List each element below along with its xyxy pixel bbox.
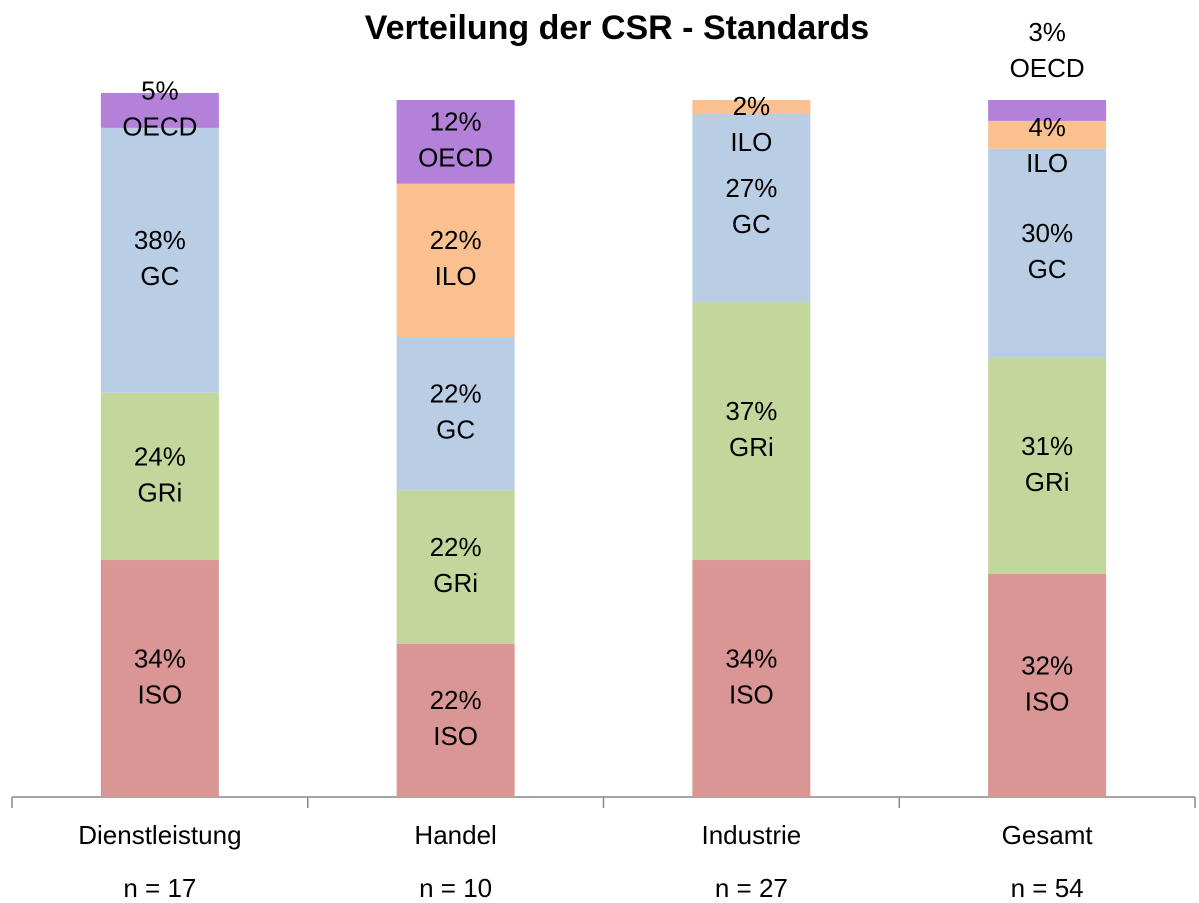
- bar-segment: [692, 100, 811, 114]
- bar-segment: [100, 392, 219, 561]
- series-label: ILO: [435, 261, 477, 291]
- bar-segment: [100, 560, 219, 797]
- sample-size: n = 10: [419, 873, 492, 903]
- series-label: ISO: [1025, 686, 1070, 716]
- value-label: 37%: [725, 396, 777, 426]
- bar-segment: [692, 302, 811, 561]
- bar-segment: [692, 560, 811, 797]
- bar-segment: [100, 127, 219, 393]
- sample-size: n = 54: [1011, 873, 1084, 903]
- value-label: 12%: [430, 107, 482, 137]
- bar-segment: [396, 490, 515, 644]
- bar-segment: [988, 573, 1107, 797]
- x-tick-label: Gesamt: [1002, 820, 1094, 850]
- bar-segment: [396, 183, 515, 337]
- sample-size: n = 27: [715, 873, 788, 903]
- series-label: GC: [436, 415, 475, 445]
- value-label: 22%: [430, 532, 482, 562]
- sample-size: n = 17: [123, 873, 196, 903]
- series-label: OECD: [122, 111, 197, 141]
- value-label: 22%: [430, 379, 482, 409]
- series-label: ISO: [137, 679, 182, 709]
- bar-segment: [988, 357, 1107, 574]
- bar-segment: [988, 100, 1107, 121]
- bar-segment: [100, 93, 219, 128]
- value-label: 27%: [725, 173, 777, 203]
- bar-segment: [692, 113, 811, 303]
- series-label: GRi: [729, 432, 774, 462]
- chart-title: Verteilung der CSR - Standards: [365, 9, 869, 47]
- series-label: ISO: [729, 679, 774, 709]
- series-label: GRi: [433, 568, 478, 598]
- bar-segment: [988, 120, 1107, 149]
- value-label: 34%: [725, 643, 777, 673]
- series-label: ILO: [1026, 148, 1068, 178]
- bar-segment: [396, 100, 515, 184]
- series-label: GC: [732, 209, 771, 239]
- series-label: OECD: [418, 143, 493, 173]
- series-label: ILO: [730, 127, 772, 157]
- value-label: 24%: [134, 441, 186, 471]
- series-label: GRi: [1025, 467, 1070, 497]
- bar-segment: [988, 148, 1107, 358]
- value-label: 22%: [430, 685, 482, 715]
- value-label: 31%: [1021, 431, 1073, 461]
- value-label: 22%: [430, 225, 482, 255]
- series-label: OECD: [1010, 53, 1085, 83]
- series-label: GRi: [137, 477, 182, 507]
- series-label: GC: [140, 261, 179, 291]
- value-label: 38%: [134, 225, 186, 255]
- series-label: GC: [1028, 254, 1067, 284]
- bar-segment: [396, 643, 515, 797]
- x-tick-label: Handel: [414, 820, 496, 850]
- x-tick-label: Industrie: [702, 820, 802, 850]
- value-label: 3%: [1028, 17, 1066, 47]
- value-label: 32%: [1021, 650, 1073, 680]
- value-label: 34%: [134, 643, 186, 673]
- series-label: ISO: [433, 721, 478, 751]
- value-label: 2%: [733, 91, 771, 121]
- x-tick-label: Dienstleistung: [78, 820, 241, 850]
- bar-segment: [396, 336, 515, 491]
- value-label: 5%: [141, 75, 179, 105]
- value-label: 4%: [1028, 112, 1066, 142]
- value-label: 30%: [1021, 218, 1073, 248]
